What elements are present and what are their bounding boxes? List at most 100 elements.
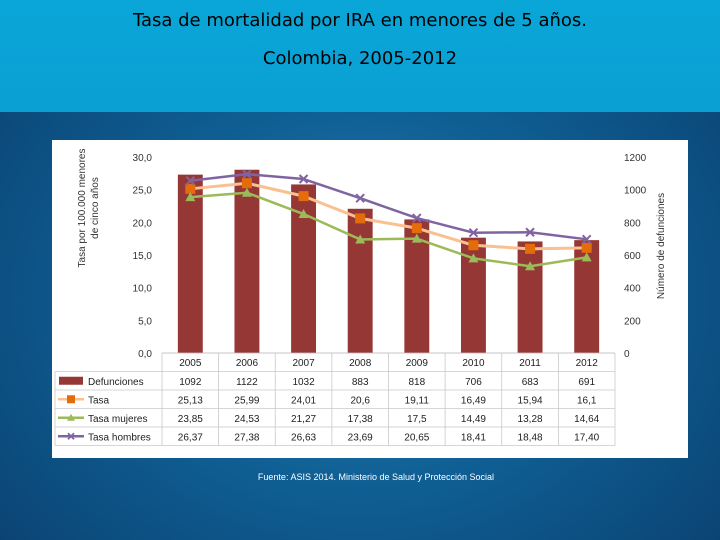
data-label: 13,28 <box>518 414 543 425</box>
slide-subtitle: Colombia, 2005-2012 <box>262 48 458 69</box>
point-marker-square <box>185 183 196 194</box>
y-tick-left-label: 5,0 <box>138 316 152 327</box>
y-tick-right-label: 200 <box>624 316 641 327</box>
series-line <box>190 191 587 268</box>
y-axis-left-title-line1: Tasa por 100.000 menores <box>77 149 88 268</box>
data-label: 706 <box>465 377 482 388</box>
y-axis-left-title-line2: de cinco años <box>90 177 101 239</box>
y-tick-right-label: 1200 <box>624 153 647 164</box>
x-tick-label: 2009 <box>406 358 429 369</box>
point-marker-square <box>298 191 309 202</box>
legend-label: Tasa mujeres <box>88 414 147 425</box>
x-tick-label: 2006 <box>236 358 259 369</box>
data-label: 17,38 <box>348 414 373 425</box>
legend-swatch-bar <box>59 376 83 385</box>
series-line <box>190 172 587 241</box>
series-tasa-mujeres <box>185 187 592 271</box>
legend-marker-triangle <box>67 413 75 421</box>
point-marker-x <box>298 174 309 184</box>
point-marker-x <box>525 227 535 237</box>
point-marker-x <box>185 176 196 186</box>
legend-label: Tasa hombres <box>88 432 151 443</box>
point-marker-x <box>242 169 252 179</box>
data-label: 18,41 <box>461 432 486 443</box>
point-marker-triangle <box>581 252 592 262</box>
point-marker-triangle <box>468 253 479 263</box>
y-tick-right-label: 400 <box>624 284 641 295</box>
point-marker-square <box>468 240 479 251</box>
legend-marker-x <box>67 432 75 440</box>
data-label: 23,69 <box>348 432 373 443</box>
data-label: 1092 <box>179 377 202 388</box>
point-marker-square <box>525 243 536 254</box>
legend-label: Tasa <box>88 395 110 406</box>
point-marker-square <box>355 213 366 224</box>
data-label: 21,27 <box>291 414 316 425</box>
y-tick-left-label: 30,0 <box>133 153 153 164</box>
bar-defunciones <box>347 208 373 353</box>
bar-defunciones <box>517 241 543 353</box>
title-band: Tasa de mortalidad por IRA en menores de… <box>0 0 720 112</box>
data-label: 16,49 <box>461 395 486 406</box>
data-label: 1032 <box>292 377 315 388</box>
x-tick-label: 2011 <box>519 358 541 369</box>
series-tasa <box>185 178 592 254</box>
bar-defunciones <box>177 174 203 353</box>
legend-key-tasa <box>58 395 84 404</box>
point-marker-triangle <box>185 192 196 202</box>
data-label: 14,49 <box>461 414 486 425</box>
data-label: 18,48 <box>518 432 543 443</box>
data-label: 24,53 <box>234 414 259 425</box>
y-tick-left-label: 10,0 <box>133 284 153 295</box>
y-axis-right-title: Número de defunciones <box>656 193 667 299</box>
legend-key-tasa-hombres <box>58 432 84 440</box>
x-tick-label: 2012 <box>576 358 599 369</box>
point-marker-x <box>355 193 365 203</box>
legend-label: Defunciones <box>88 377 144 388</box>
source-note: Fuente: ASIS 2014. Ministerio de Salud y… <box>257 472 495 482</box>
point-marker-triangle <box>241 187 252 197</box>
legend-marker-square <box>67 395 75 404</box>
data-label: 19,11 <box>405 395 430 406</box>
data-label: 24,01 <box>291 395 316 406</box>
chart: 0,0 5,0 10,0 15,0 20,0 25,0 30,0 0 200 400 600 800 1… <box>54 149 667 446</box>
slide-title: Tasa de mortalidad por IRA en menores de… <box>132 10 588 31</box>
data-label: 20,6 <box>350 395 370 406</box>
y-tick-left-label: 0,0 <box>138 349 152 360</box>
point-marker-square <box>581 242 592 253</box>
bar-defunciones <box>234 169 260 353</box>
x-tick-label: 2005 <box>179 358 202 369</box>
point-marker-x <box>581 234 592 245</box>
legend-key-tasa-mujeres <box>58 413 84 421</box>
data-label: 691 <box>578 377 595 388</box>
point-marker-x <box>468 228 479 238</box>
data-label: 1122 <box>236 377 258 388</box>
data-label: 25,99 <box>234 395 259 406</box>
data-label: 25,13 <box>178 395 203 406</box>
data-label: 683 <box>522 377 539 388</box>
series-line <box>190 181 587 251</box>
x-tick-label: 2010 <box>462 358 485 369</box>
data-label: 17,5 <box>407 414 427 425</box>
series-tasa-hombres <box>185 169 592 245</box>
data-label: 26,63 <box>291 432 316 443</box>
point-marker-triangle <box>525 261 536 271</box>
y-tick-right-label: 1000 <box>624 186 647 197</box>
data-label: 20,65 <box>404 432 429 443</box>
chart-card: 0,0 5,0 10,0 15,0 20,0 25,0 30,0 0 200 400 600 800 1… <box>52 140 688 458</box>
y-tick-left-label: 20,0 <box>133 218 153 229</box>
point-marker-triangle <box>298 209 309 219</box>
data-label: 883 <box>352 377 369 388</box>
point-marker-triangle <box>411 233 422 243</box>
y-tick-right-label: 800 <box>624 218 641 229</box>
y-tick-left-label: 15,0 <box>133 251 153 262</box>
data-label: 14,64 <box>574 414 599 425</box>
y-tick-right-label: 0 <box>624 349 630 360</box>
data-label: 16,1 <box>577 395 597 406</box>
point-marker-square <box>411 223 422 234</box>
y-tick-left-label: 25,0 <box>133 186 153 197</box>
point-marker-triangle <box>355 234 366 244</box>
legend-key-defunciones <box>59 376 83 385</box>
x-tick-label: 2007 <box>292 358 315 369</box>
point-marker-square <box>241 178 252 189</box>
